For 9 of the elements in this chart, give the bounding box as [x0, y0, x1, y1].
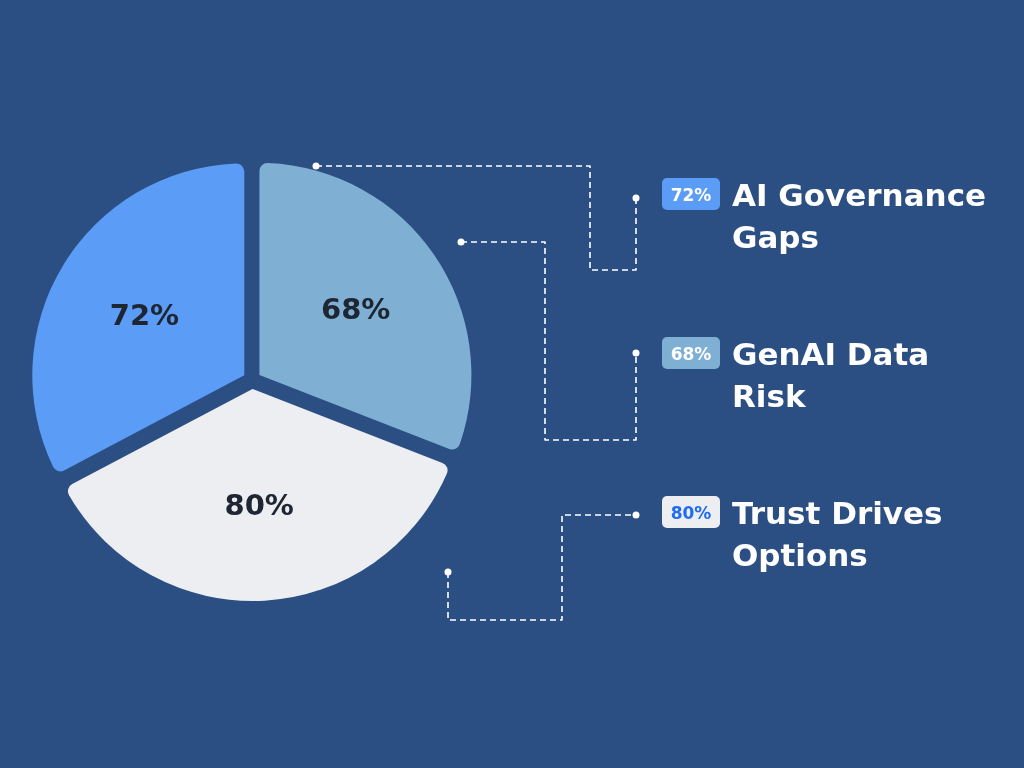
- text: 72%: [670, 185, 712, 205]
- legend-label: GenAI Data Risk: [732, 336, 930, 414]
- text: 68%: [670, 344, 712, 364]
- legend-label: Trust Drives Options: [732, 495, 943, 573]
- data-label: 68%: [320, 292, 391, 327]
- data-label: 72%: [109, 298, 180, 333]
- text: 80%: [670, 503, 712, 523]
- data-label: 80%: [224, 488, 294, 523]
- legend-label: AI Governance Gaps: [732, 177, 987, 255]
